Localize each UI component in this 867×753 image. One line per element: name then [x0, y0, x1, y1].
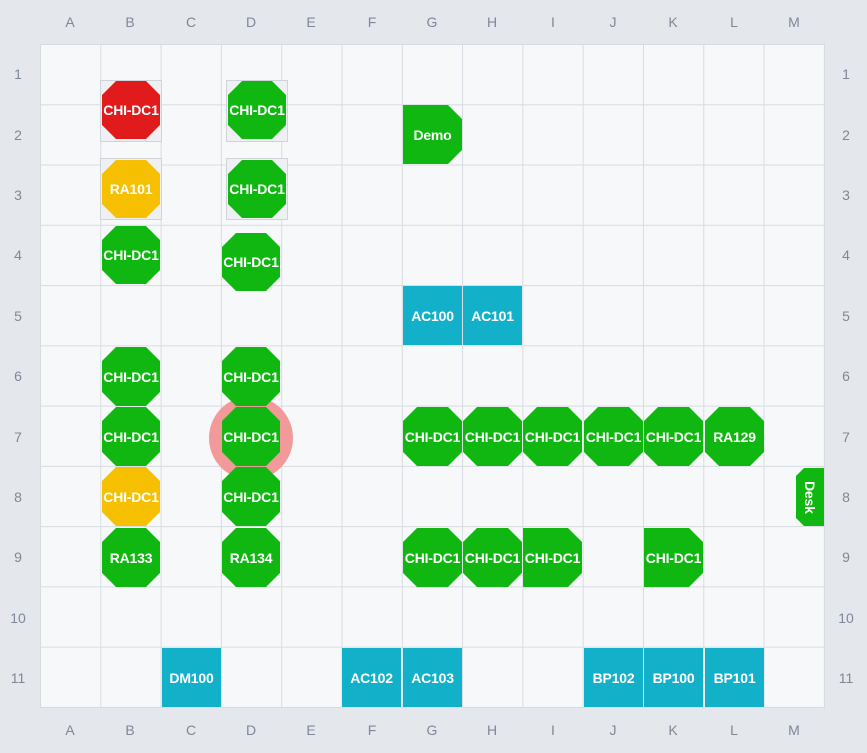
- row-label-2-right: 2: [842, 127, 850, 143]
- row-label-11-right: 11: [838, 670, 854, 686]
- col-label-j-top: J: [609, 14, 617, 30]
- col-label-k-top: K: [668, 14, 678, 30]
- row-label-8-right: 8: [842, 489, 850, 505]
- tile-d3[interactable]: CHI-DC1: [228, 160, 286, 218]
- row-label-10-right: 10: [838, 610, 854, 626]
- row-label-1-right: 1: [842, 66, 850, 82]
- row-label-10-left: 10: [10, 610, 26, 626]
- row-label-4-right: 4: [842, 247, 850, 263]
- col-label-c-top: C: [185, 14, 197, 30]
- tile-b4[interactable]: CHI-DC1: [102, 226, 160, 284]
- tile-g5[interactable]: AC100: [403, 286, 462, 345]
- col-label-i-top: I: [551, 14, 555, 30]
- row-label-5-right: 5: [842, 308, 850, 324]
- row-label-9-right: 9: [842, 549, 850, 565]
- tile-j7[interactable]: CHI-DC1: [584, 407, 643, 466]
- col-label-h-bottom: H: [486, 722, 498, 738]
- tile-k9[interactable]: CHI-DC1: [644, 528, 703, 587]
- col-label-f-top: F: [367, 14, 377, 30]
- col-label-g-top: G: [426, 14, 438, 30]
- row-label-11-left: 11: [10, 670, 26, 686]
- row-label-5-left: 5: [14, 308, 22, 324]
- row-label-3-left: 3: [14, 187, 22, 203]
- col-label-e-top: E: [306, 14, 316, 30]
- col-label-f-bottom: F: [367, 722, 377, 738]
- tile-f11[interactable]: AC102: [342, 648, 401, 707]
- tile-d6[interactable]: CHI-DC1: [222, 347, 280, 406]
- tile-h7[interactable]: CHI-DC1: [463, 407, 522, 466]
- row-label-2-left: 2: [14, 127, 22, 143]
- tile-d4[interactable]: CHI-DC1: [222, 233, 280, 291]
- tile-g9[interactable]: CHI-DC1: [403, 528, 462, 587]
- tile-b6[interactable]: CHI-DC1: [102, 347, 160, 406]
- tile-l11[interactable]: BP101: [705, 648, 764, 707]
- col-label-c-bottom: C: [185, 722, 197, 738]
- tile-b8[interactable]: CHI-DC1: [102, 467, 160, 526]
- row-label-4-left: 4: [14, 247, 22, 263]
- col-label-l-top: L: [730, 14, 738, 30]
- tile-l7[interactable]: RA129: [705, 407, 764, 466]
- tile-d8[interactable]: CHI-DC1: [222, 467, 280, 526]
- col-label-e-bottom: E: [306, 722, 316, 738]
- tile-k11[interactable]: BP100: [644, 648, 703, 707]
- row-label-8-left: 8: [14, 489, 22, 505]
- row-label-6-left: 6: [14, 368, 22, 384]
- col-label-a-bottom: A: [65, 722, 75, 738]
- col-label-m-bottom: M: [788, 722, 800, 738]
- col-label-h-top: H: [486, 14, 498, 30]
- col-label-i-bottom: I: [551, 722, 555, 738]
- tile-h5[interactable]: AC101: [463, 286, 522, 345]
- tile-b3[interactable]: RA101: [102, 160, 160, 218]
- tile-b2[interactable]: CHI-DC1: [102, 81, 160, 139]
- row-label-7-right: 7: [842, 429, 850, 445]
- tile-i7[interactable]: CHI-DC1: [523, 407, 582, 466]
- col-label-l-bottom: L: [730, 722, 738, 738]
- tile-j11[interactable]: BP102: [584, 648, 643, 707]
- col-label-k-bottom: K: [668, 722, 678, 738]
- tile-m8-desk[interactable]: Desk: [796, 468, 824, 526]
- col-label-d-bottom: D: [245, 722, 257, 738]
- tile-h9[interactable]: CHI-DC1: [463, 528, 522, 587]
- col-label-j-bottom: J: [609, 722, 617, 738]
- tile-k7[interactable]: CHI-DC1: [644, 407, 703, 466]
- col-label-m-top: M: [788, 14, 800, 30]
- row-label-3-right: 3: [842, 187, 850, 203]
- tile-d9[interactable]: RA134: [222, 528, 280, 587]
- col-label-b-bottom: B: [125, 722, 135, 738]
- row-label-6-right: 6: [842, 368, 850, 384]
- row-label-7-left: 7: [14, 429, 22, 445]
- tile-g11[interactable]: AC103: [403, 648, 462, 707]
- tile-b7[interactable]: CHI-DC1: [102, 407, 160, 466]
- tile-g7[interactable]: CHI-DC1: [403, 407, 462, 466]
- tile-g2[interactable]: Demo: [403, 105, 462, 164]
- col-label-d-top: D: [245, 14, 257, 30]
- col-label-b-top: B: [125, 14, 135, 30]
- tile-i9[interactable]: CHI-DC1: [523, 528, 582, 587]
- row-label-9-left: 9: [14, 549, 22, 565]
- tile-d7[interactable]: CHI-DC1: [222, 407, 280, 466]
- col-label-g-bottom: G: [426, 722, 438, 738]
- tile-d2[interactable]: CHI-DC1: [228, 81, 286, 139]
- tile-c11[interactable]: DM100: [162, 648, 221, 707]
- row-label-1-left: 1: [14, 66, 22, 82]
- col-label-a-top: A: [65, 14, 75, 30]
- tile-b9[interactable]: RA133: [102, 528, 160, 587]
